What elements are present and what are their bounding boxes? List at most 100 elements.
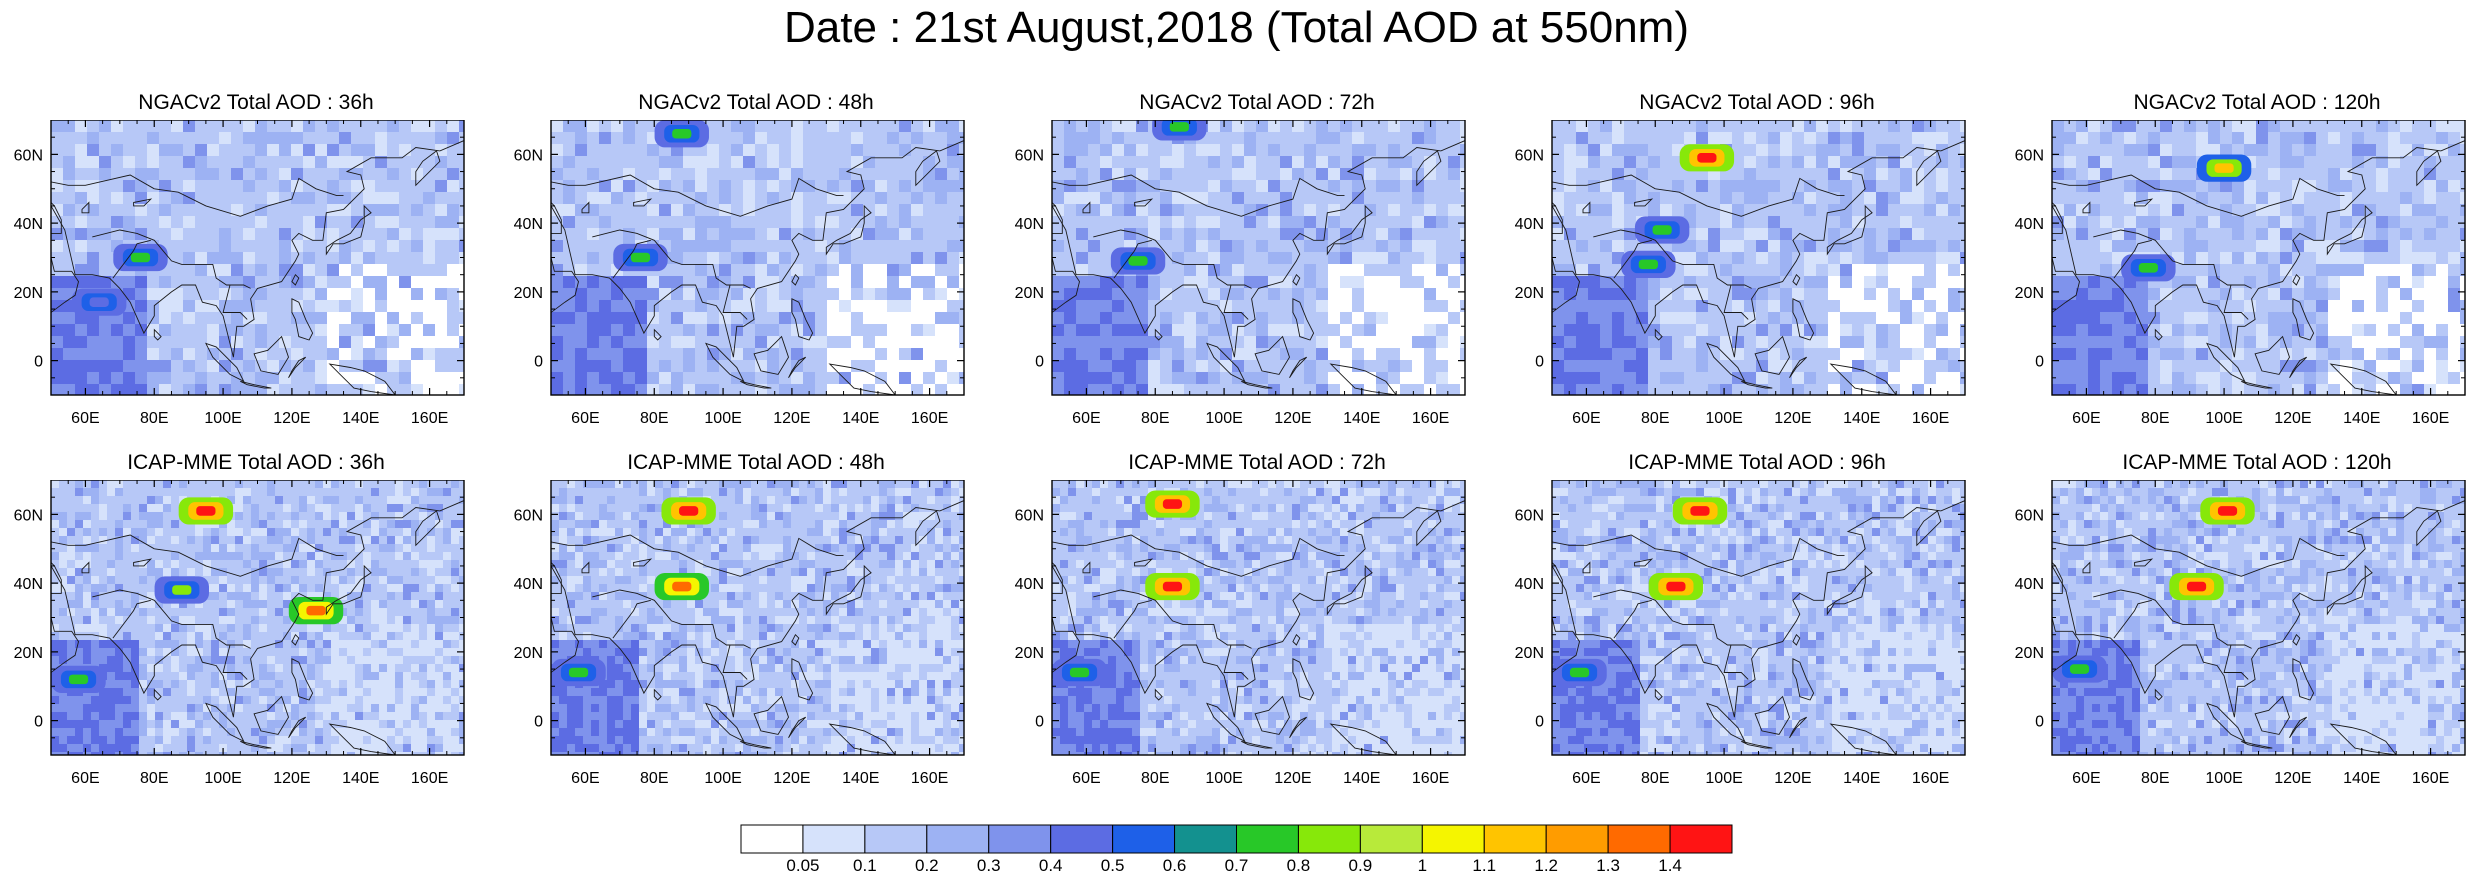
lon-tick-label: 120E (773, 770, 810, 787)
lat-tick-label: 60N (2015, 147, 2044, 164)
colorbar-swatch (1483, 824, 1547, 854)
colorbar-swatch (1545, 824, 1609, 854)
lon-tick-label: 60E (71, 770, 99, 787)
panel-title: NGACv2 Total AOD : 120h (2133, 91, 2381, 114)
colorbar-label: 0.6 (1163, 856, 1187, 874)
lon-tick-label: 160E (911, 770, 948, 787)
lon-tick-label: 100E (1205, 410, 1242, 427)
lon-tick-label: 60E (1072, 770, 1100, 787)
colorbar-label: 0.5 (1101, 856, 1125, 874)
lat-tick-label: 60N (1515, 147, 1544, 164)
lat-tick-label: 60N (514, 507, 543, 524)
lat-tick-label: 0 (534, 354, 543, 371)
panel-title: NGACv2 Total AOD : 48h (638, 91, 874, 114)
map-panel: NGACv2 Total AOD : 72h 60N 40N 20N 0 60E 80E 10… (998, 92, 1466, 442)
lon-tick-label: 120E (2274, 770, 2311, 787)
colorbar-label: 0.3 (977, 856, 1001, 874)
lon-tick-label: 80E (640, 770, 668, 787)
lat-tick-label: 20N (514, 285, 543, 302)
colorbar-swatch (926, 824, 990, 854)
map-panel: NGACv2 Total AOD : 120h 60N 40N 20N 0 60E 80E 1… (1998, 92, 2466, 442)
map-panel: NGACv2 Total AOD : 36h 60N 40N 20N 0 60E 80E 10… (0, 92, 465, 442)
lon-tick-label: 100E (1705, 770, 1742, 787)
aod-map: 60N 40N 20N 0 60E 80E 100E 120E 140E 160E (14, 120, 465, 427)
aod-map: 60N 40N 20N 0 60E 80E 100E 120E 140E 160E (1515, 480, 1966, 787)
lat-tick-label: 0 (1535, 714, 1544, 731)
lon-tick-label: 140E (842, 770, 879, 787)
lon-tick-label: 120E (1774, 770, 1811, 787)
panel-title: ICAP-MME Total AOD : 36h (127, 451, 385, 474)
lat-tick-label: 40N (1015, 216, 1044, 233)
colorbar-label: 1.3 (1596, 856, 1620, 874)
aod-map: 60N 40N 20N 0 60E 80E 100E 120E 140E 160E (1515, 120, 1966, 427)
map-panel: NGACv2 Total AOD : 48h 60N 40N 20N 0 60E 80E 10… (497, 92, 965, 442)
lat-tick-label: 40N (1515, 216, 1544, 233)
panel-title: ICAP-MME Total AOD : 120h (2122, 451, 2392, 474)
lat-tick-label: 0 (2035, 714, 2044, 731)
panel-title: ICAP-MME Total AOD : 48h (627, 451, 885, 474)
lat-tick-label: 0 (34, 714, 43, 731)
lon-tick-label: 60E (1572, 410, 1600, 427)
lon-tick-label: 80E (640, 410, 668, 427)
lat-tick-label: 40N (1015, 576, 1044, 593)
lon-tick-label: 160E (1412, 770, 1449, 787)
lon-tick-label: 60E (1072, 410, 1100, 427)
colorbar-label: 1.2 (1534, 856, 1558, 874)
aod-map: 60N 40N 20N 0 60E 80E 100E 120E 140E 160E (2015, 120, 2466, 427)
lon-tick-label: 140E (2343, 410, 2380, 427)
lon-tick-label: 160E (411, 410, 448, 427)
lat-tick-label: 20N (1515, 285, 1544, 302)
colorbar-label: 0.4 (1039, 856, 1063, 874)
panel-title: ICAP-MME Total AOD : 72h (1128, 451, 1386, 474)
lat-tick-label: 20N (1015, 285, 1044, 302)
lat-tick-label: 40N (514, 216, 543, 233)
lat-tick-label: 40N (1515, 576, 1544, 593)
lon-tick-label: 80E (140, 410, 168, 427)
lat-tick-label: 20N (2015, 645, 2044, 662)
colorbar-swatch (1669, 824, 1733, 854)
colorbar-label: 0.05 (786, 856, 819, 874)
map-panel: ICAP-MME Total AOD : 48h 60N 40N 20N 0 60E 80E… (497, 452, 965, 802)
lat-tick-label: 0 (1035, 714, 1044, 731)
colorbar-swatch (1607, 824, 1671, 854)
colorbar-label: 0.8 (1287, 856, 1311, 874)
colorbar-swatch (740, 824, 804, 854)
colorbar-swatch (1236, 824, 1299, 854)
lon-tick-label: 120E (1274, 770, 1311, 787)
lat-tick-label: 20N (14, 645, 43, 662)
aod-map: 60N 40N 20N 0 60E 80E 100E 120E 140E 160E (1015, 120, 1466, 427)
lat-tick-label: 0 (1035, 354, 1044, 371)
lat-tick-label: 20N (14, 285, 43, 302)
lon-tick-label: 100E (1705, 410, 1742, 427)
aod-map: 60N 40N 20N 0 60E 80E 100E 120E 140E 160E (514, 480, 965, 787)
panel-title: NGACv2 Total AOD : 72h (1139, 91, 1375, 114)
colorbar-swatch (864, 824, 928, 854)
lon-tick-label: 100E (204, 770, 241, 787)
lat-tick-label: 40N (14, 216, 43, 233)
lat-tick-label: 40N (514, 576, 543, 593)
lon-tick-label: 80E (1141, 770, 1169, 787)
colorbar-swatch (1112, 824, 1176, 854)
lon-tick-label: 120E (273, 410, 310, 427)
lat-tick-label: 20N (1015, 645, 1044, 662)
lat-tick-label: 20N (1515, 645, 1544, 662)
colorbar-label: 0.1 (853, 856, 877, 874)
lon-tick-label: 60E (2072, 770, 2100, 787)
lon-tick-label: 140E (2343, 770, 2380, 787)
lon-tick-label: 120E (1774, 410, 1811, 427)
lat-tick-label: 0 (1535, 354, 1544, 371)
colorbar-swatch (1421, 824, 1485, 854)
lat-tick-label: 40N (14, 576, 43, 593)
colorbar-swatch (1050, 824, 1114, 854)
colorbar-label: 0.7 (1225, 856, 1249, 874)
lon-tick-label: 100E (2205, 770, 2242, 787)
lon-tick-label: 60E (571, 770, 599, 787)
lon-tick-label: 100E (2205, 410, 2242, 427)
lon-tick-label: 100E (704, 410, 741, 427)
lon-tick-label: 100E (704, 770, 741, 787)
lon-tick-label: 120E (2274, 410, 2311, 427)
lat-tick-label: 60N (1515, 507, 1544, 524)
lon-tick-label: 120E (773, 410, 810, 427)
lon-tick-label: 160E (2412, 410, 2449, 427)
